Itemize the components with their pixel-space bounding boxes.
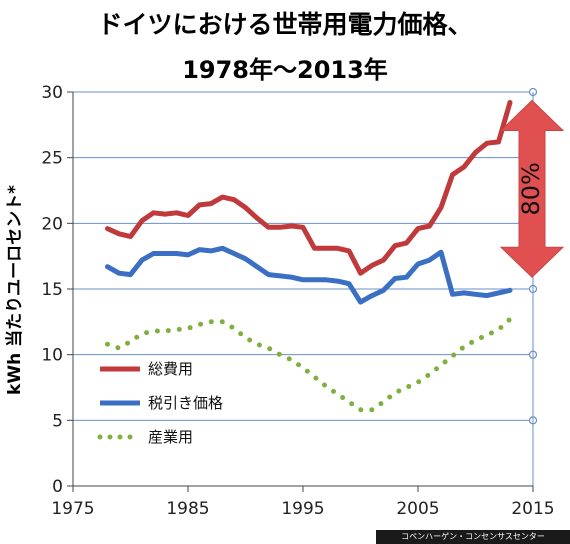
y-tick-label: 0 [52,477,63,497]
chart-title-line1: ドイツにおける世帯用電力価格、 [97,10,472,39]
x-tick-label: 1995 [281,499,324,519]
legend: 総費用 税引き価格 産業用 [97,360,223,446]
annotation-arrow [499,99,565,278]
y-axis-label: kWh 当たりユーロセント* [4,185,25,395]
series-line-pretax [105,245,513,305]
y-tick-label: 5 [52,411,63,431]
credit-bar: コペンハーゲン・コンセンサスセンター [376,530,570,544]
legend-label-pretax: 税引き価格 [148,394,223,412]
y-tick-labels: 0 5 10 15 20 25 30 [41,83,63,497]
y-tick-label: 10 [41,346,63,366]
chart-title-line2: 1978年～2013年 [182,56,388,84]
y-tick-label: 20 [41,214,63,234]
x-tick-labels: 1975 1985 1995 2005 2015 [51,499,554,519]
annotation-label: 80% [517,162,545,215]
x-tick-label: 1985 [166,499,209,519]
y-tick-label: 15 [41,280,63,300]
legend-label-industrial: 産業用 [148,428,193,446]
y-tick-label: 25 [41,149,63,169]
x-tick-label: 2005 [396,499,439,519]
series-line-total [105,100,513,276]
gridlines [73,87,538,486]
axes [67,91,534,492]
legend-label-total: 総費用 [148,360,193,378]
x-tick-label: 1975 [51,499,94,519]
change-annotation: 80% [499,99,565,278]
y-tick-label: 30 [41,83,63,103]
series-lines [105,100,513,413]
series-line-industrial [105,316,513,413]
x-tick-label: 2015 [511,499,554,519]
